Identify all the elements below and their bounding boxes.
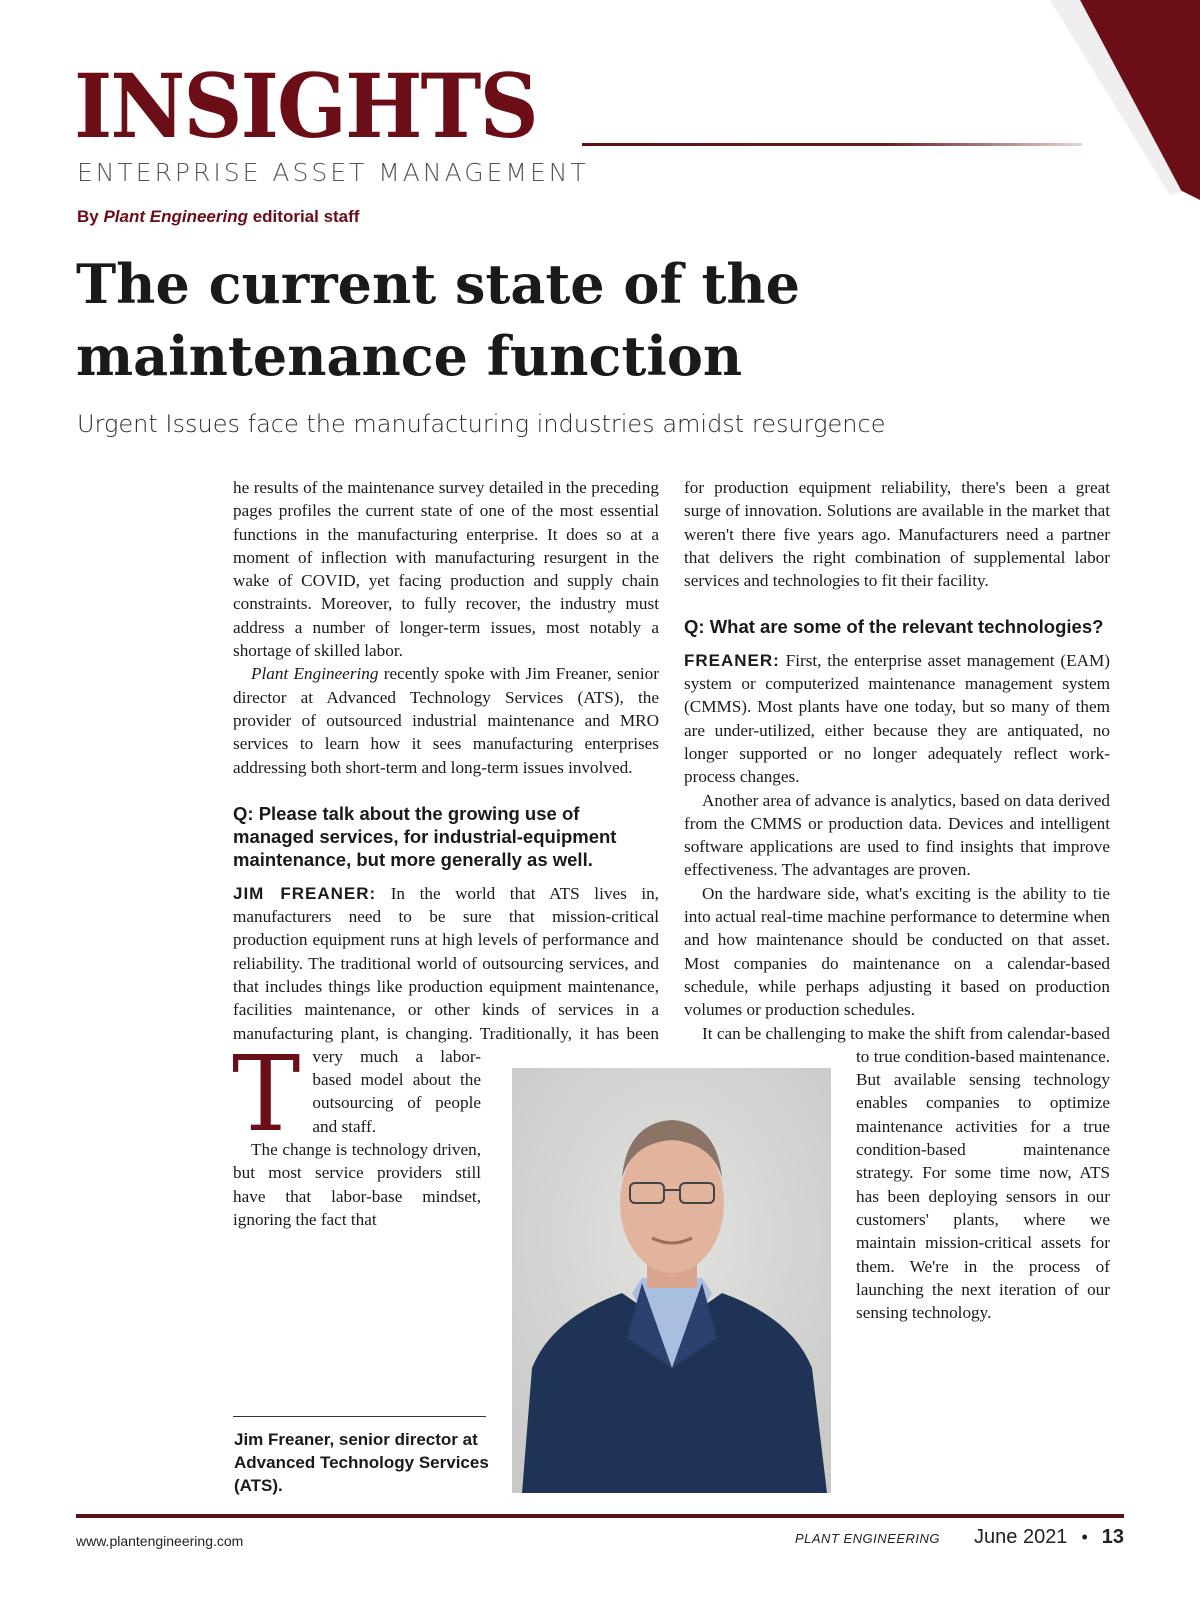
footer-separator: • [1081, 1527, 1088, 1547]
footer-date: June 2021 [974, 1526, 1068, 1548]
answer-paragraph: JIM FREANER: In the world that ATS lives… [233, 882, 659, 1138]
footer-rule [76, 1514, 1124, 1518]
question-heading: Q: What are some of the relevant technol… [684, 616, 1104, 638]
paragraph: Another area of advance is analytics, ba… [684, 790, 1110, 880]
footer-url[interactable]: www.plantengineering.com [76, 1533, 244, 1549]
paragraph: On the hardware side, what's exciting is… [684, 883, 1110, 1020]
answer-paragraph: FREANER: First, the enterprise asset man… [684, 649, 1110, 789]
section-kicker: INSIGHTS [74, 54, 539, 158]
intro-text: he results of the maintenance survey det… [233, 478, 659, 661]
headline: The current state of the maintenance fun… [76, 252, 801, 388]
footer-folio: PLANT ENGINEERING June 2021 • 13 [795, 1526, 1124, 1549]
answer-text: First, the enterprise asset management (… [684, 650, 1110, 787]
answer-text: In the world that ATS lives in, manufact… [233, 883, 659, 1136]
byline-prefix: By [77, 207, 104, 226]
paragraph: It can be challenging to make the shift … [702, 1023, 1110, 1323]
section-label: ENTERPRISE ASSET MANAGEMENT [77, 158, 589, 187]
footer-publication: PLANT ENGINEERING [794, 1531, 941, 1546]
speaker-label: JIM FREANER: [233, 883, 377, 903]
publication-name: Plant Engineering [251, 664, 379, 684]
byline-suffix: editorial staff [248, 207, 360, 226]
portrait-photo [512, 1068, 831, 1493]
photo-caption: Jim Freaner, senior director at Advanced… [234, 1430, 489, 1495]
byline-publication: Plant Engineering [103, 207, 248, 226]
paragraph: Plant Engineering recently spoke with Ji… [233, 662, 659, 778]
paragraph: The change is technology driven, but mos… [233, 1140, 481, 1229]
paragraph-text: recently spoke with Jim Freaner, senior … [233, 664, 659, 777]
speaker-label: FREANER: [684, 650, 780, 670]
corner-accent [1050, 0, 1200, 200]
byline: By Plant Engineering editorial staff [77, 207, 359, 227]
caption-rule [233, 1416, 486, 1417]
dek: Urgent Issues face the manufacturing ind… [77, 410, 886, 438]
kicker-rule [582, 143, 1082, 146]
drop-cap: T [233, 1033, 301, 1155]
article-column-right: for production equipment reliability, th… [684, 476, 1110, 1496]
page-number: 13 [1101, 1526, 1124, 1548]
paragraph: for production equipment reliability, th… [684, 478, 1110, 591]
question-heading: Q: Please talk about the growing use of … [233, 802, 617, 871]
